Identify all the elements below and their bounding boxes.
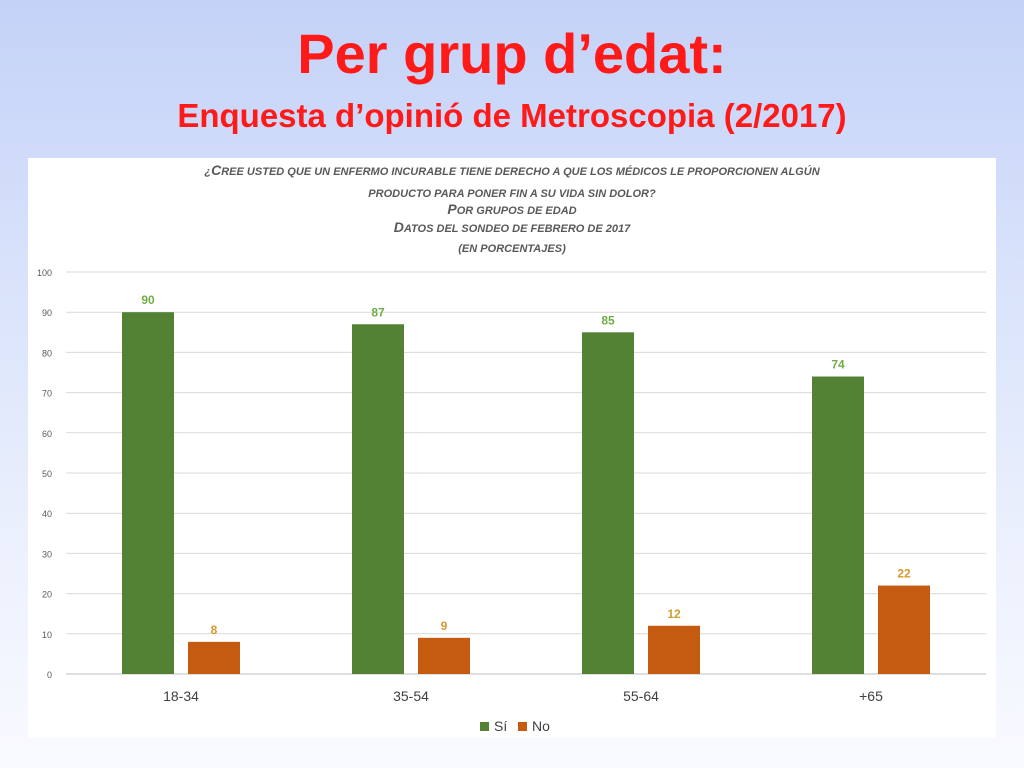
- data-labels: 90 8 87 9 85 12 74 22: [141, 293, 911, 637]
- chart-title-line: DATOS DEL SONDEO DE FEBRERO DE 2017: [394, 219, 631, 235]
- x-tick-label: +65: [859, 688, 883, 704]
- y-tick-label: 90: [42, 308, 52, 318]
- data-label: 12: [667, 607, 681, 621]
- legend: Sí No: [480, 718, 550, 734]
- chart-title-line: ¿CREE USTED QUE UN ENFERMO INCURABLE TIE…: [204, 162, 820, 178]
- legend-swatch: [518, 722, 527, 731]
- y-tick-label: 30: [42, 549, 52, 559]
- data-label: 22: [897, 567, 911, 581]
- x-tick-label: 35-54: [393, 688, 429, 704]
- legend-label: No: [532, 718, 550, 734]
- data-label: 74: [831, 358, 845, 372]
- bar-si-18-34: [122, 312, 174, 674]
- bar-no-18-34: [188, 641, 240, 674]
- y-tick-label: 10: [42, 630, 52, 640]
- bar-si-plus65: [812, 376, 864, 674]
- y-tick-label: 50: [42, 469, 52, 479]
- bar-no-35-54: [418, 637, 470, 674]
- y-tick-label: 80: [42, 348, 52, 358]
- y-tick-label: 40: [42, 509, 52, 519]
- x-tick-label: 55-64: [623, 688, 659, 704]
- x-tick-label: 18-34: [163, 688, 199, 704]
- bars: [122, 312, 930, 674]
- bar-si-35-54: [352, 324, 404, 674]
- legend-swatch: [480, 722, 489, 731]
- chart-title-line: POR GRUPOS DE EDAD: [447, 201, 576, 217]
- bar-no-55-64: [648, 625, 700, 674]
- y-tick-label: 0: [47, 670, 52, 680]
- y-tick-label: 70: [42, 389, 52, 399]
- y-axis-ticks: 0 10 20 30 40 50 60 70 80 90 100: [37, 268, 52, 680]
- data-label: 9: [441, 619, 448, 633]
- y-tick-label: 20: [42, 590, 52, 600]
- y-tick-label: 100: [37, 268, 52, 278]
- x-axis-ticks: 18-34 35-54 55-64 +65: [163, 688, 883, 704]
- data-label: 90: [141, 293, 155, 307]
- data-label: 87: [371, 305, 385, 319]
- legend-label: Sí: [494, 718, 507, 734]
- chart-title-line: (EN PORCENTAJES): [458, 243, 566, 255]
- chart-title: ¿CREE USTED QUE UN ENFERMO INCURABLE TIE…: [204, 162, 820, 255]
- y-tick-label: 60: [42, 429, 52, 439]
- data-label: 8: [211, 623, 218, 637]
- bar-si-55-64: [582, 332, 634, 674]
- slide-title: Per grup d’edat:: [297, 22, 727, 85]
- chart-title-line: PRODUCTO PARA PONER FIN A SU VIDA SIN DO…: [368, 188, 656, 200]
- data-label: 85: [601, 313, 615, 327]
- gridlines: [66, 271, 986, 675]
- bar-chart: ¿CREE USTED QUE UN ENFERMO INCURABLE TIE…: [37, 162, 986, 734]
- slide-subtitle: Enquesta d’opinió de Metroscopia (2/2017…: [177, 97, 847, 134]
- chart-panel: ¿CREE USTED QUE UN ENFERMO INCURABLE TIE…: [28, 158, 996, 738]
- bar-no-plus65: [878, 585, 930, 674]
